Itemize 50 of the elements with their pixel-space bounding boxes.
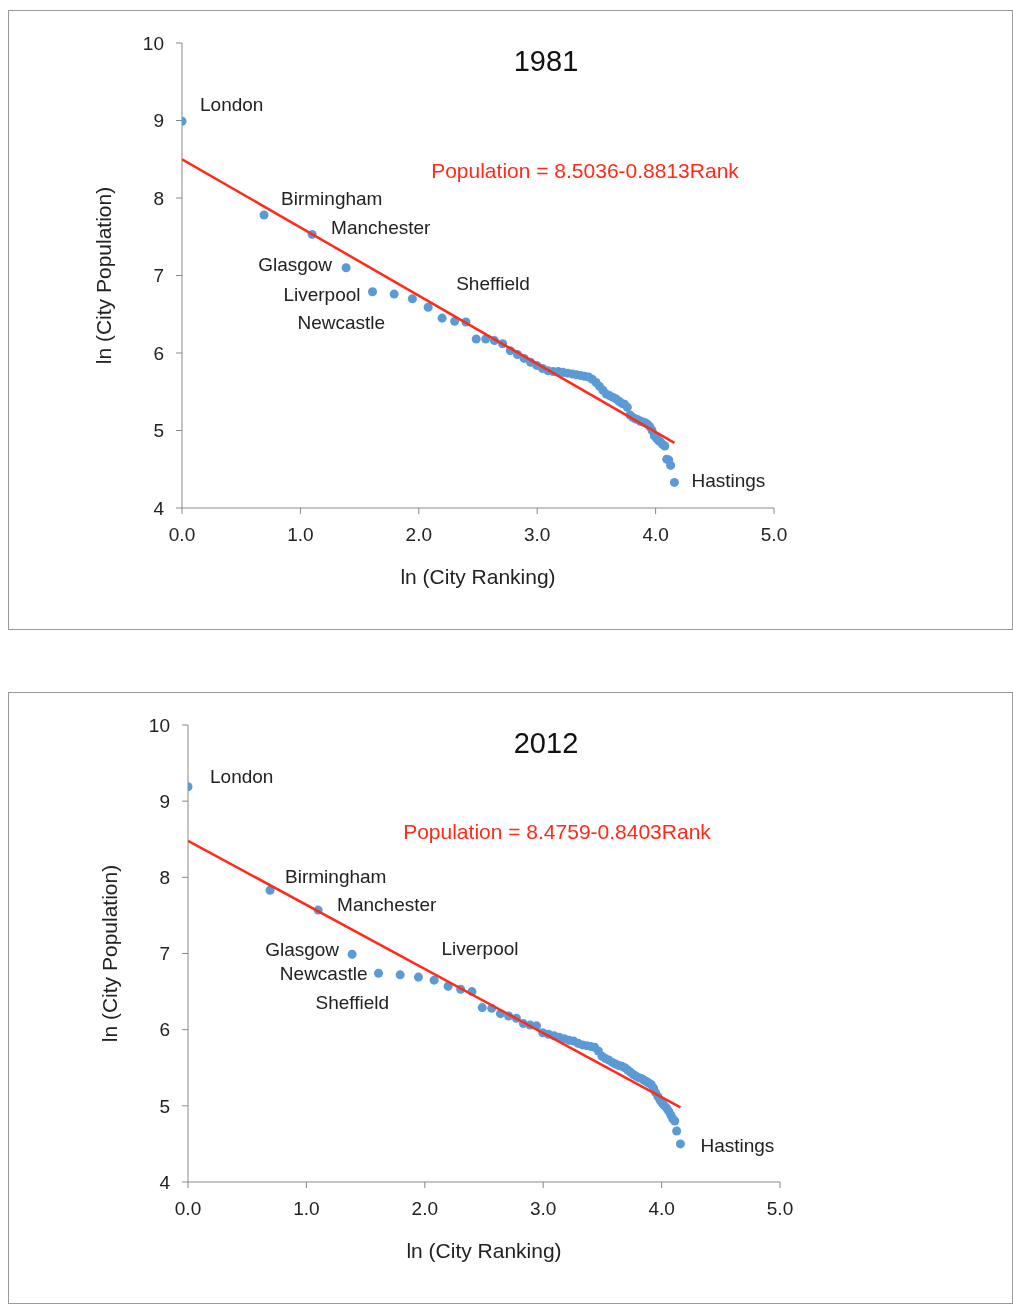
annotation: Manchester [337,894,438,916]
y-tick-label: 7 [159,943,170,965]
x-tick-label: 5.0 [766,1198,794,1220]
y-tick-label: 10 [142,32,164,54]
y-axis-title: ln (City Population) [92,186,116,365]
annotation: Birmingham [285,866,387,888]
annotation: Population = 8.5036-0.8813Rank [431,159,739,183]
x-axis-title: ln (City Ranking) [406,1239,562,1262]
x-tick-label: 4.0 [642,524,669,546]
y-tick-label: 8 [159,867,170,889]
y-tick-label: 6 [153,342,164,364]
annotation: Sheffield [315,991,390,1013]
x-tick-label: 4.0 [648,1198,675,1220]
y-tick-label: 9 [153,110,164,132]
y-tick-label: 6 [159,1019,170,1041]
x-tick-label: 0.0 [168,524,196,546]
annotation: Newcastle [279,963,368,985]
annotation: London [200,94,264,116]
x-tick-label: 0.0 [174,1198,202,1220]
x-tick-label: 5.0 [760,524,788,546]
annotation: Manchester [331,217,432,239]
x-tick-label: 1.0 [293,1198,320,1220]
annotation: Liverpool [441,938,519,960]
annotation: Hastings [700,1134,775,1156]
annotation: London [210,765,274,787]
annotation: Glasgow [258,253,333,275]
annotation: Newcastle [297,312,386,334]
annotation: Hastings [691,470,766,492]
annotation: Population = 8.4759-0.8403Rank [403,820,711,844]
y-tick-label: 8 [153,187,164,209]
y-tick-label: 4 [153,497,165,519]
chart-title: 2012 [513,726,579,760]
y-tick-label: 5 [153,420,164,442]
x-tick-label: 2.0 [411,1198,439,1220]
y-axis-title: ln (City Population) [98,864,122,1043]
y-tick-label: 7 [153,265,164,287]
chart-title: 1981 [513,44,579,78]
annotation: Glasgow [265,939,340,961]
x-tick-label: 3.0 [529,1198,557,1220]
y-tick-label: 5 [159,1095,170,1117]
x-axis-title: ln (City Ranking) [400,565,556,588]
y-tick-label: 9 [159,790,170,812]
x-tick-label: 1.0 [287,524,314,546]
y-tick-label: 10 [148,714,170,736]
x-tick-label: 2.0 [405,524,433,546]
annotation: Birmingham [281,188,383,210]
x-tick-label: 3.0 [523,524,551,546]
annotation: Sheffield [456,273,530,295]
y-tick-label: 4 [159,1171,171,1193]
annotation: Liverpool [283,283,361,305]
